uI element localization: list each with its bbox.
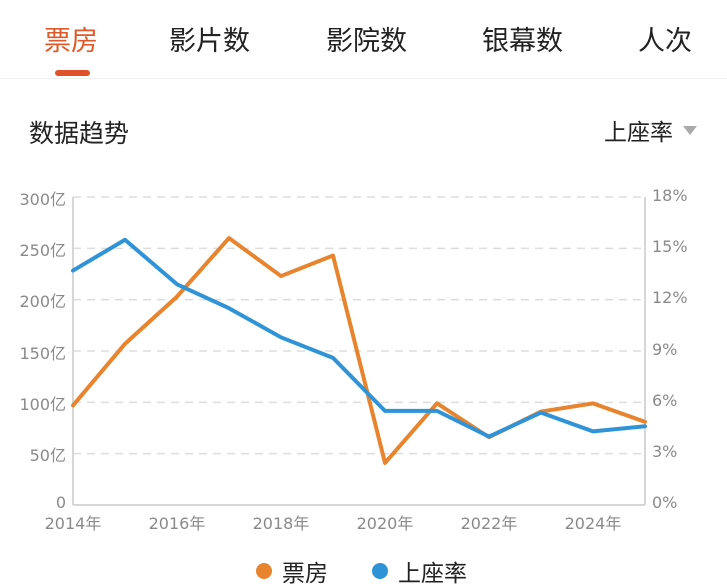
y-left-tick: 300亿 — [19, 190, 66, 209]
legend-dot-icon — [256, 563, 272, 579]
y-right-tick: 12% — [652, 288, 688, 307]
tab-bar: 票房 影片数 影院数 银幕数 人次 — [0, 0, 727, 79]
y-left-tick: 250亿 — [19, 241, 66, 260]
series-line-box-office[interactable] — [71, 236, 647, 465]
y-right-tick: 0% — [652, 493, 678, 512]
tab-box-office[interactable]: 票房 — [44, 26, 98, 57]
active-tab-indicator — [55, 70, 90, 76]
y-right-tick: 9% — [652, 340, 678, 359]
x-tick: 2024年 — [564, 514, 622, 533]
y-right-tick: 18% — [652, 186, 688, 205]
metric-dropdown[interactable]: 上座率 — [604, 112, 697, 148]
tab-screen-count[interactable]: 银幕数 — [482, 26, 563, 57]
y-right-tick: 15% — [652, 237, 688, 256]
legend-label: 票房 — [282, 561, 328, 587]
legend-dot-icon — [372, 563, 388, 579]
y-left-tick: 0 — [55, 493, 66, 512]
tab-admissions[interactable]: 人次 — [638, 26, 692, 57]
tab-film-count[interactable]: 影片数 — [169, 26, 250, 57]
tab-cinema-count[interactable]: 影院数 — [326, 26, 407, 57]
x-tick: 2022年 — [460, 514, 518, 533]
legend-item-box-office[interactable]: 票房 — [256, 554, 328, 588]
x-tick: 2020年 — [356, 514, 414, 533]
y-left-tick: 150亿 — [19, 344, 66, 363]
metric-dropdown-value: 上座率 — [604, 120, 673, 146]
y-right-tick: 3% — [652, 442, 678, 461]
x-tick: 2016年 — [148, 514, 206, 533]
y-left-tick: 200亿 — [19, 292, 66, 311]
y-right-tick: 6% — [652, 391, 678, 410]
grid-lines — [73, 196, 645, 455]
section-title: 数据趋势 — [29, 119, 130, 148]
x-tick: 2014年 — [44, 514, 102, 533]
caret-down-icon — [683, 125, 697, 135]
legend-label: 上座率 — [398, 561, 467, 587]
y-left-tick: 100亿 — [19, 395, 66, 414]
x-tick: 2018年 — [252, 514, 310, 533]
chart-legend: 票房 上座率 — [0, 554, 727, 587]
y-left-tick: 50亿 — [29, 446, 66, 465]
series-line-occupancy[interactable] — [71, 237, 647, 439]
legend-item-occupancy[interactable]: 上座率 — [372, 554, 467, 588]
